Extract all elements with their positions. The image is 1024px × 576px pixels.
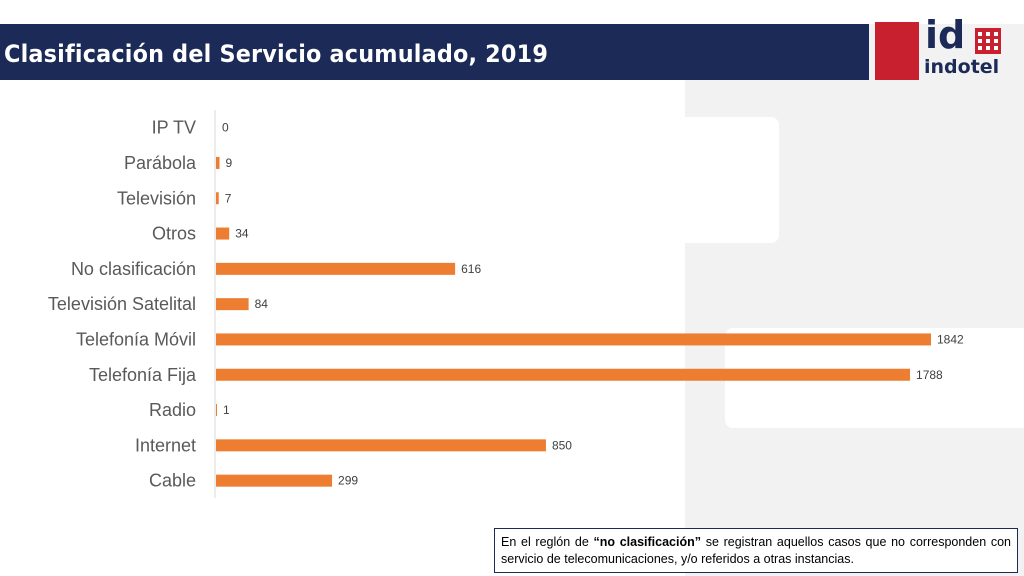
- bar: [216, 192, 219, 205]
- data-label: 299: [338, 474, 358, 488]
- category-label: IP TV: [152, 118, 196, 138]
- data-label: 1842: [937, 332, 964, 346]
- data-label: 7: [225, 191, 232, 205]
- bar: [216, 333, 931, 346]
- title-bar: [0, 24, 869, 80]
- category-label: Otros: [152, 224, 196, 244]
- note-prefix: En el reglón de: [501, 535, 594, 549]
- logo-wordmark: indotel: [924, 56, 1000, 78]
- category-label: No clasificación: [71, 259, 196, 279]
- logo-grid-icon: [975, 28, 1001, 54]
- category-label: Internet: [135, 435, 196, 455]
- bar: [216, 262, 456, 275]
- category-label: Cable: [149, 471, 196, 491]
- bar: [216, 474, 333, 487]
- bar: [216, 439, 546, 452]
- bar: [216, 227, 230, 240]
- category-label: Televisión: [117, 188, 196, 208]
- logo-red-block: [875, 22, 919, 80]
- category-label: Parábola: [124, 153, 197, 173]
- data-label: 34: [235, 227, 249, 241]
- page-title: Clasificación del Servicio acumulado, 20…: [4, 40, 549, 68]
- bar: [216, 404, 217, 417]
- data-label: 850: [552, 438, 572, 452]
- category-label: Telefonía Fija: [89, 365, 197, 385]
- background-cutout-upper: [685, 117, 779, 243]
- note-suffix: se registran aquellos casos que no corre…: [501, 535, 1012, 566]
- data-label: 616: [461, 262, 481, 276]
- data-label: 1788: [916, 368, 943, 382]
- footnote-box: En el reglón de “no clasificación” se re…: [494, 528, 1018, 573]
- bar: [216, 156, 220, 169]
- background-panel: [685, 0, 1024, 576]
- data-label: 0: [222, 121, 229, 135]
- category-label: Televisión Satelital: [48, 294, 196, 314]
- data-label: 1: [223, 403, 230, 417]
- indotel-logo: id indotel: [875, 16, 1005, 84]
- background-top-strip: [685, 0, 1024, 24]
- note-bold: “no clasificación”: [593, 535, 701, 549]
- bar-chart: IP TV 0 Parábola 9 Televisión 7 Otros 34 No clas…: [48, 110, 964, 499]
- category-label: Telefonía Móvil: [76, 329, 196, 349]
- category-label: Radio: [149, 400, 196, 420]
- data-label: 84: [255, 297, 269, 311]
- data-label: 9: [225, 156, 232, 170]
- bar: [216, 298, 249, 311]
- bar: [216, 368, 911, 381]
- logo-mark: id: [925, 13, 966, 57]
